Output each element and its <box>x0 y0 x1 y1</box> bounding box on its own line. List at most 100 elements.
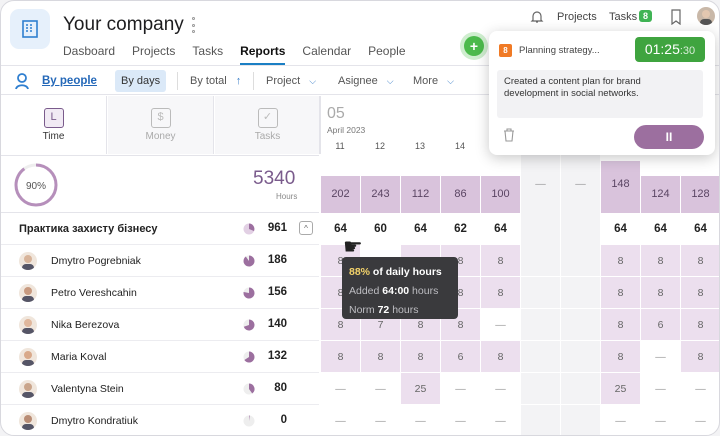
person-day-cell[interactable]: 8 <box>641 277 680 309</box>
person-day-cell[interactable]: 8 <box>601 277 640 309</box>
person-day-cell[interactable] <box>521 309 560 341</box>
person-day-cell[interactable]: 25 <box>401 373 440 405</box>
person-day-cell[interactable]: 8 <box>681 245 719 277</box>
person-day-cell[interactable]: — <box>481 373 520 405</box>
person-day-cell[interactable]: 8 <box>601 245 640 277</box>
view-tab-money[interactable]: $ Money <box>108 96 214 154</box>
person-day-cell[interactable]: 8 <box>601 341 640 373</box>
person-day-cell[interactable]: 8 <box>681 341 719 373</box>
group-day-cell[interactable]: 64 <box>654 223 667 235</box>
avatar[interactable] <box>19 284 37 302</box>
person-day-cell[interactable]: 8 <box>361 341 400 373</box>
person-day-cell[interactable] <box>561 309 600 341</box>
person-day-cell[interactable]: 8 <box>481 277 520 309</box>
day-total-cell[interactable]: 86 <box>441 176 480 213</box>
task-name[interactable]: Planning strategy... <box>519 45 600 56</box>
person-day-cell[interactable]: 8 <box>481 341 520 373</box>
day-total-cell[interactable]: 124 <box>641 176 680 213</box>
more-filter[interactable]: More ⌵ <box>413 75 454 87</box>
tab-calendar[interactable]: Calendar <box>302 44 352 58</box>
tab-dashboard[interactable]: Dasboard <box>63 44 116 58</box>
person-day-cell[interactable]: 8 <box>401 341 440 373</box>
person-day-cell[interactable]: — <box>361 373 400 405</box>
view-tab-time[interactable]: L Time <box>1 96 107 154</box>
avatar[interactable] <box>19 380 37 398</box>
group-day-cell[interactable]: 64 <box>694 223 707 235</box>
bookmark-icon[interactable] <box>670 9 682 25</box>
person-name[interactable]: Petro Vereshcahin <box>51 287 137 299</box>
person-name[interactable]: Valentyna Stein <box>51 383 124 395</box>
person-day-cell[interactable]: 25 <box>601 373 640 405</box>
tab-projects[interactable]: Projects <box>132 44 176 58</box>
person-day-cell[interactable]: — <box>321 373 360 405</box>
person-day-cell[interactable]: 8 <box>601 309 640 341</box>
company-logo[interactable] <box>10 9 50 49</box>
projects-link[interactable]: Projects <box>557 11 597 23</box>
person-name[interactable]: Maria Koval <box>51 351 107 363</box>
group-day-cell[interactable]: 64 <box>614 223 627 235</box>
avatar[interactable] <box>19 316 37 334</box>
person-day-cell[interactable]: — <box>441 373 480 405</box>
day-total-cell[interactable]: 243 <box>361 176 400 213</box>
by-total-toggle[interactable]: By total ↑ <box>190 75 242 87</box>
tab-people[interactable]: People <box>368 44 406 58</box>
view-tab-tasks[interactable]: ✓ Tasks <box>215 96 321 154</box>
person-day-cell[interactable] <box>561 277 600 309</box>
avatar[interactable] <box>19 412 37 430</box>
add-timer-button[interactable]: + <box>464 36 484 56</box>
person-day-cell[interactable]: — <box>401 405 440 435</box>
collapse-button[interactable]: ^ <box>299 221 313 235</box>
tasks-link[interactable]: Tasks <box>609 11 638 23</box>
user-avatar[interactable] <box>697 7 715 25</box>
person-row[interactable]: Valentyna Stein 80 <box>1 373 319 405</box>
assignee-filter[interactable]: Asignee ⌵ <box>338 75 394 87</box>
person-day-cell[interactable]: 8 <box>321 341 360 373</box>
day-total-cell[interactable]: 148 <box>601 161 640 213</box>
person-day-cell[interactable]: — <box>641 341 680 373</box>
group-day-cell[interactable] <box>561 213 600 245</box>
person-day-cell[interactable]: 8 <box>481 245 520 277</box>
day-total-cell[interactable]: 100 <box>481 176 520 213</box>
person-name[interactable]: Nika Berezova <box>51 319 120 331</box>
person-day-cell[interactable]: 8 <box>681 309 719 341</box>
person-day-cell[interactable] <box>521 245 560 277</box>
person-row[interactable]: Petro Vereshcahin 156 <box>1 277 319 309</box>
person-day-cell[interactable] <box>561 341 600 373</box>
person-day-cell[interactable] <box>561 373 600 405</box>
person-day-cell[interactable] <box>521 373 560 405</box>
person-day-cell[interactable]: 8 <box>641 245 680 277</box>
day-total-cell[interactable]: 202 <box>321 176 360 213</box>
day-total-cell[interactable]: — <box>561 155 600 213</box>
person-day-cell[interactable] <box>561 245 600 277</box>
person-day-cell[interactable]: 8 <box>681 277 719 309</box>
by-people-toggle[interactable]: By people <box>42 75 97 87</box>
by-days-toggle[interactable]: By days <box>115 70 167 92</box>
person-day-cell[interactable] <box>521 405 560 435</box>
person-row[interactable]: Dmytro Kondratiuk 0 <box>1 405 319 435</box>
person-day-cell[interactable]: — <box>641 373 680 405</box>
group-day-cell[interactable]: 64 <box>334 223 347 235</box>
person-day-cell[interactable]: — <box>441 405 480 435</box>
person-day-cell[interactable] <box>521 341 560 373</box>
person-day-cell[interactable]: — <box>481 405 520 435</box>
pause-button[interactable]: II <box>634 125 704 149</box>
person-day-cell[interactable]: — <box>641 405 680 435</box>
person-row[interactable]: Maria Koval 132 <box>1 341 319 373</box>
person-day-cell[interactable]: — <box>481 309 520 341</box>
person-day-cell[interactable]: — <box>601 405 640 435</box>
person-day-cell[interactable]: — <box>321 405 360 435</box>
project-filter[interactable]: Project ⌵ <box>266 75 317 87</box>
group-row[interactable]: Практика захисту бізнесу 961 ^ <box>1 213 319 245</box>
bell-icon[interactable] <box>529 9 545 25</box>
avatar[interactable] <box>19 252 37 270</box>
person-row[interactable]: Dmytro Pogrebniak 186 <box>1 245 319 277</box>
group-day-cell[interactable]: 64 <box>494 223 507 235</box>
group-day-cell[interactable]: 64 <box>414 223 427 235</box>
tab-reports[interactable]: Reports <box>240 43 286 65</box>
person-day-cell[interactable]: 6 <box>641 309 680 341</box>
avatar[interactable] <box>19 348 37 366</box>
person-day-cell[interactable]: — <box>681 405 719 435</box>
group-day-cell[interactable]: 62 <box>454 223 467 235</box>
day-total-cell[interactable]: — <box>521 155 560 213</box>
person-name[interactable]: Dmytro Kondratiuk <box>51 415 138 427</box>
